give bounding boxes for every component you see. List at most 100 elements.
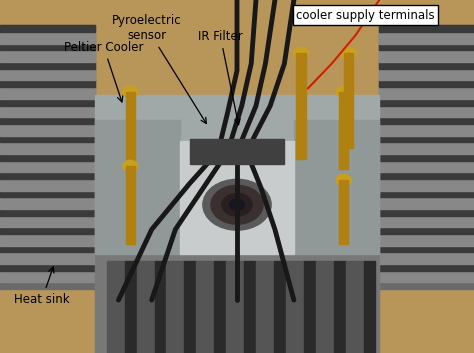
Bar	[0, 87, 95, 99]
Bar	[0, 106, 95, 117]
Bar	[294, 120, 379, 254]
Bar	[125, 261, 137, 353]
Bar	[344, 53, 353, 148]
Bar	[379, 264, 474, 271]
Bar	[379, 50, 474, 62]
Text: Peltier Cooler: Peltier Cooler	[64, 41, 144, 102]
Bar	[379, 234, 474, 246]
Bar	[379, 99, 474, 106]
Bar	[379, 216, 474, 227]
Bar	[0, 197, 95, 209]
Bar	[364, 261, 375, 353]
Bar	[346, 261, 364, 353]
Bar	[316, 261, 334, 353]
Bar	[379, 191, 474, 197]
Bar	[214, 261, 226, 353]
Bar	[379, 161, 474, 172]
Bar	[379, 32, 474, 44]
Bar	[0, 99, 95, 106]
Bar	[379, 62, 474, 69]
Bar	[0, 136, 95, 142]
Bar	[379, 136, 474, 142]
Bar	[190, 139, 284, 164]
Bar	[379, 87, 474, 99]
Bar	[0, 179, 95, 191]
Bar	[244, 261, 256, 353]
Bar	[334, 261, 346, 353]
Bar	[196, 261, 214, 353]
Bar	[0, 50, 95, 62]
Bar	[226, 261, 244, 353]
Bar	[296, 53, 306, 159]
Bar	[379, 117, 474, 124]
Bar	[0, 25, 95, 32]
Bar	[339, 180, 348, 244]
Bar	[256, 261, 274, 353]
Circle shape	[123, 160, 138, 172]
Bar	[0, 172, 95, 179]
Circle shape	[229, 199, 245, 210]
Bar	[0, 252, 95, 264]
Circle shape	[336, 174, 351, 186]
Bar	[379, 25, 474, 289]
Bar	[379, 69, 474, 80]
Text: Heat sink: Heat sink	[14, 267, 70, 306]
Bar	[184, 261, 196, 353]
Circle shape	[123, 86, 138, 97]
Bar	[0, 234, 95, 246]
Circle shape	[336, 86, 351, 97]
Bar	[0, 161, 95, 172]
Bar	[379, 154, 474, 161]
Bar	[0, 191, 95, 197]
Circle shape	[222, 193, 252, 216]
Bar	[339, 92, 348, 169]
Bar	[379, 142, 474, 154]
Bar	[0, 142, 95, 154]
Bar	[0, 209, 95, 216]
Bar	[0, 25, 95, 289]
Bar	[304, 261, 316, 353]
Bar	[0, 227, 95, 234]
Bar	[0, 69, 95, 80]
Bar	[379, 44, 474, 50]
Bar	[379, 106, 474, 117]
Text: IR Filter: IR Filter	[198, 30, 243, 125]
Bar	[166, 261, 184, 353]
Bar	[379, 271, 474, 282]
Bar	[286, 261, 304, 353]
Circle shape	[341, 47, 356, 59]
Bar	[0, 271, 95, 282]
Bar	[126, 166, 135, 244]
Bar	[379, 172, 474, 179]
Bar	[0, 264, 95, 271]
Bar	[0, 62, 95, 69]
Bar	[0, 117, 95, 124]
Bar	[379, 197, 474, 209]
Bar	[379, 124, 474, 136]
Bar	[180, 141, 294, 254]
Bar	[155, 261, 166, 353]
Bar	[0, 246, 95, 252]
Bar	[379, 25, 474, 32]
Bar	[379, 252, 474, 264]
Bar	[379, 80, 474, 87]
Bar	[0, 154, 95, 161]
Bar	[0, 80, 95, 87]
Bar	[379, 209, 474, 216]
Circle shape	[203, 179, 271, 230]
Circle shape	[211, 185, 263, 224]
Bar	[274, 261, 286, 353]
Bar	[0, 44, 95, 50]
Bar	[107, 261, 125, 353]
Bar	[126, 92, 135, 169]
Bar	[95, 95, 379, 265]
Bar	[95, 254, 379, 353]
Bar	[0, 124, 95, 136]
Bar	[379, 179, 474, 191]
Bar	[137, 261, 155, 353]
Bar	[379, 227, 474, 234]
Circle shape	[293, 47, 309, 59]
Text: cooler supply terminals: cooler supply terminals	[296, 9, 435, 22]
Bar	[95, 120, 180, 254]
Bar	[0, 32, 95, 44]
